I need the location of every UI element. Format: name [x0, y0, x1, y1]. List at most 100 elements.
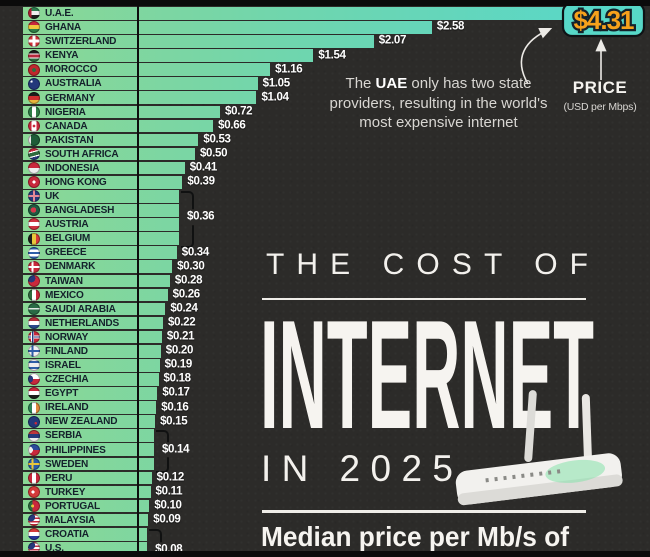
value-label: $1.04: [261, 91, 289, 104]
title-divider-bottom: [262, 510, 586, 513]
bar-row-austria: AUSTRIA: [23, 218, 179, 231]
country-label: CROATIA: [45, 528, 89, 540]
title-divider-top: [262, 298, 586, 300]
sweden-flag-icon: [28, 457, 40, 470]
country-label: PORTUGAL: [45, 499, 101, 512]
ireland-flag-icon: [28, 401, 40, 414]
ghana-flag-icon: [28, 21, 40, 34]
value-label: $0.15: [160, 414, 188, 427]
value-label: $0.22: [168, 316, 196, 329]
bar-row-uk: UK: [23, 190, 179, 203]
value-label: $0.26: [172, 288, 201, 301]
bar-row-malaysia: MALAYSIA: [23, 513, 149, 527]
hong-kong-flag-icon: [28, 176, 40, 189]
bar-row-hong-kong: HONG KONG: [23, 175, 183, 189]
country-label: SAUDI ARABIA: [45, 302, 116, 315]
south-africa-flag-icon: [28, 148, 40, 161]
norway-flag-icon: [28, 331, 40, 344]
bar-row-serbia: SERBIA: [23, 429, 154, 442]
country-label: CZECHIA: [45, 373, 89, 386]
country-label: CANADA: [45, 119, 88, 132]
value-label: $0.72: [225, 105, 253, 118]
value-label: $1.16: [275, 62, 303, 75]
country-label: NETHERLANDS: [45, 316, 120, 329]
bar-row-germany: GERMANY: [23, 91, 257, 105]
bar-row-new-zealand: NEW ZEALAND: [23, 415, 156, 428]
philippines-flag-icon: [28, 443, 40, 456]
country-label: SWITZERLAND: [45, 35, 117, 48]
country-label: GHANA: [45, 21, 81, 34]
country-label: BANGLADESH: [45, 204, 115, 217]
uae-price-badge: $4.31: [561, 1, 646, 37]
value-label: $0.66: [218, 119, 246, 132]
finland-flag-icon: [28, 345, 40, 358]
value-label: $0.10: [154, 499, 182, 512]
canada-flag-icon: [28, 119, 40, 132]
country-label: U.A.E.: [45, 7, 74, 20]
country-label: UK: [45, 190, 60, 203]
country-label: MALAYSIA: [45, 513, 96, 526]
bar-row-ghana: GHANA: [23, 21, 432, 34]
bar-row-australia: AUSTRALIA: [23, 77, 258, 90]
greece-flag-icon: [28, 246, 40, 259]
country-label: INDONESIA: [45, 161, 100, 174]
value-label: $0.21: [166, 330, 195, 343]
bar-row-egypt: EGYPT: [23, 387, 158, 400]
switzerland-flag-icon: [28, 35, 40, 48]
austria-flag-icon: [28, 218, 40, 231]
germany-flag-icon: [28, 91, 40, 104]
country-label: GREECE: [45, 246, 87, 259]
value-label: $0.50: [199, 147, 228, 160]
bar-row-turkey: TURKEY: [23, 485, 151, 499]
value-label: $2.58: [436, 20, 465, 33]
country-label: IRELAND: [45, 401, 89, 414]
title-line-1-svg: THE COST OF: [266, 248, 588, 281]
country-label: KENYA: [45, 49, 79, 62]
country-label: SOUTH AFRICA: [45, 147, 119, 160]
australia-flag-icon: [28, 77, 40, 90]
bar-row-czechia: CZECHIA: [23, 373, 159, 386]
country-label: FINLAND: [45, 344, 88, 357]
value-label: $0.16: [161, 400, 189, 413]
belgium-flag-icon: [28, 232, 40, 245]
country-label: PHILIPPINES: [45, 443, 106, 456]
bar-row-uae: U.A.E.: [23, 7, 629, 20]
uae-annotation: The UAE only has two state providers, re…: [326, 74, 551, 133]
bar-row-pakistan: PAKISTAN: [23, 133, 199, 147]
value-label: $0.17: [162, 386, 190, 399]
uae-price-value: $4.31: [573, 5, 634, 35]
country-label: SERBIA: [45, 429, 82, 442]
country-label: PAKISTAN: [45, 133, 94, 146]
value-label: $0.28: [174, 274, 203, 287]
subtitle-text: Median price per Mb/s of: [261, 521, 570, 552]
country-label: EGYPT: [45, 387, 79, 400]
value-label: $0.11: [155, 485, 183, 498]
country-label: ISRAEL: [45, 359, 81, 372]
nigeria-flag-icon: [28, 105, 40, 118]
title-line-2: INTERNET: [260, 303, 594, 435]
portugal-flag-icon: [28, 500, 40, 513]
malaysia-flag-icon: [28, 514, 40, 527]
bar-row-indonesia: INDONESIA: [23, 161, 185, 175]
bar-row-bangladesh: BANGLADESH: [23, 204, 179, 217]
bar-row-belgium: BELGIUM: [23, 232, 179, 245]
country-label: SWEDEN: [45, 457, 89, 470]
value-label: $0.53: [203, 133, 231, 146]
denmark-flag-icon: [28, 260, 40, 273]
bar-row-morocco: MOROCCO: [23, 63, 271, 76]
bar-row-canada: CANADA: [23, 119, 214, 133]
value-label: $0.12: [156, 471, 185, 484]
title-line-3: IN 2025: [261, 448, 453, 489]
bar-row-norway: NORWAY: [23, 330, 162, 344]
country-label: AUSTRALIA: [45, 77, 102, 90]
pakistan-flag-icon: [28, 134, 40, 147]
taiwan-flag-icon: [28, 274, 40, 287]
top-border-strip: [0, 0, 650, 6]
group-value-label: $0.14: [159, 442, 192, 458]
czechia-flag-icon: [28, 373, 40, 386]
saudi-arabia-flag-icon: [28, 302, 40, 315]
annotation-text-suffix: only has two state providers, resulting …: [329, 75, 548, 131]
bar-row-croatia: CROATIA: [23, 527, 148, 541]
value-label: $0.18: [163, 372, 192, 385]
